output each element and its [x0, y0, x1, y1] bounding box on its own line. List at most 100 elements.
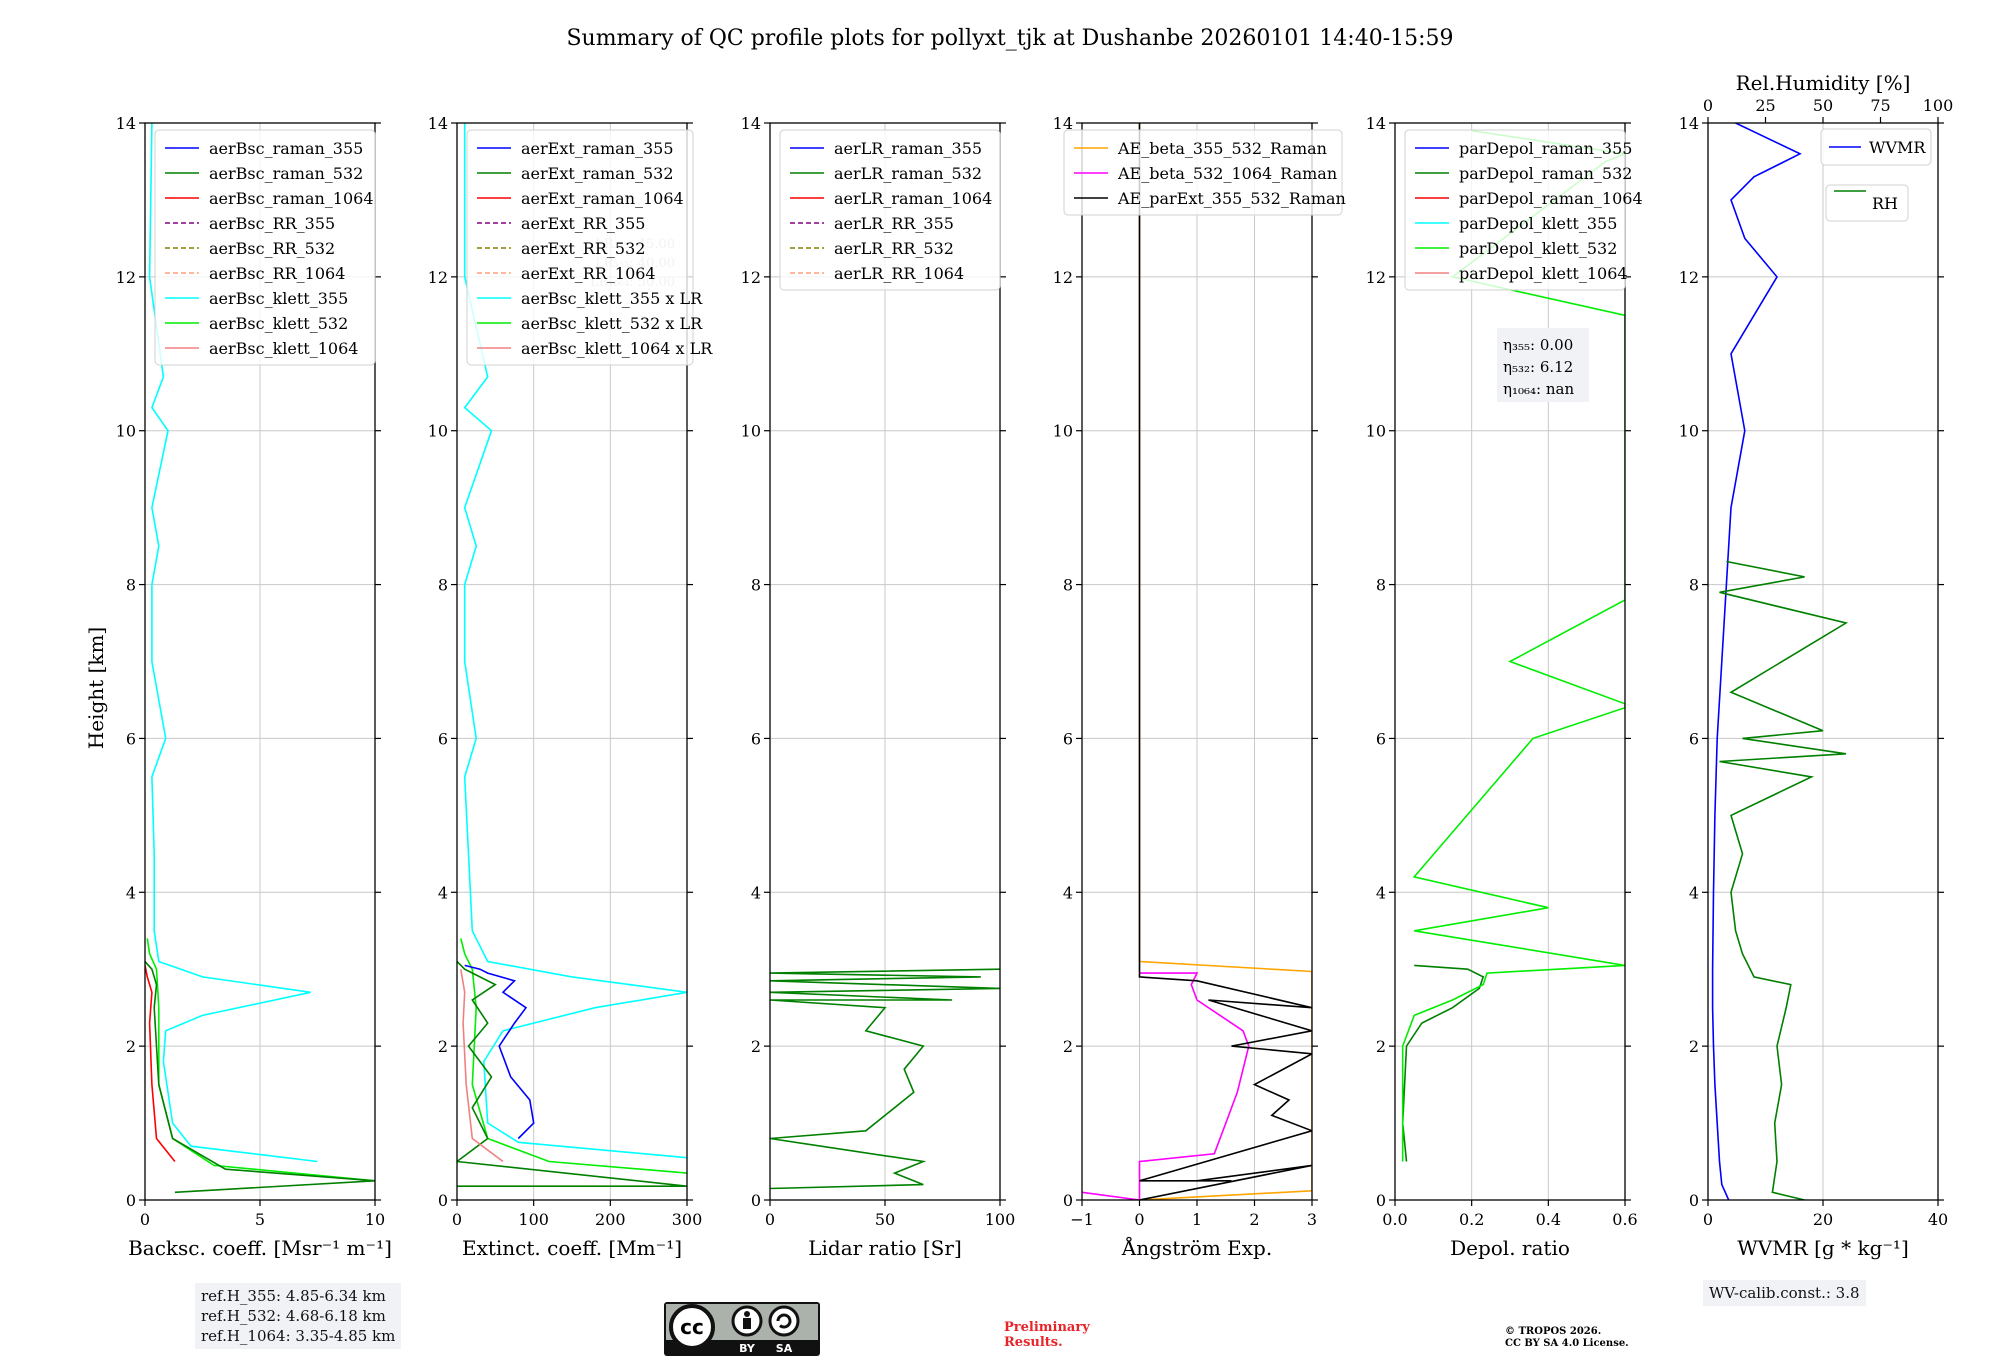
- y-tick-label: 10: [1679, 422, 1699, 441]
- x-tick-label: 200: [595, 1210, 626, 1229]
- x-tick-label: 3: [1307, 1210, 1317, 1229]
- x-tick-label: 20: [1813, 1210, 1833, 1229]
- legend-label: aerBsc_RR_355: [209, 214, 335, 233]
- series-aerBsc_klett_1064 x LR: [460, 969, 504, 1163]
- legend-label: aerExt_raman_355: [521, 139, 674, 158]
- legend: WVMR RH: [1820, 128, 1932, 222]
- x-axis-label: Ångström Exp.: [1121, 1235, 1272, 1260]
- series-group: [457, 123, 687, 1187]
- panel-depol: 0.0 0.2 0.4 0.6 0 2 4 6 8 10 12 14 Depol. ratio parDe…: [1366, 114, 1643, 1260]
- x-tick-label: 2: [1249, 1210, 1259, 1229]
- y-tick-label: 8: [438, 576, 448, 595]
- y-tick-label: 14: [116, 114, 136, 133]
- y-tick-label: 4: [1376, 883, 1386, 902]
- legend-label: aerBsc_klett_532: [209, 314, 348, 333]
- y-tick-label: 0: [751, 1191, 761, 1210]
- y-tick-label: 8: [751, 576, 761, 595]
- legend-label: parDepol_klett_1064: [1459, 264, 1628, 283]
- legend-label: RH: [1872, 194, 1898, 213]
- x-tick-label: 0.4: [1536, 1210, 1561, 1229]
- legend-label: aerBsc_klett_1064: [209, 339, 358, 358]
- by-person-body: [743, 1318, 751, 1329]
- y-tick-label: 12: [741, 268, 761, 287]
- legend-label: aerBsc_klett_1064 x LR: [521, 339, 713, 358]
- y-tick-label: 0: [1689, 1191, 1699, 1210]
- top-axis-label: Rel.Humidity [%]: [1736, 71, 1911, 95]
- legend-box: [466, 129, 694, 366]
- legend-label: aerBsc_RR_532: [209, 239, 335, 258]
- legend-box: [779, 129, 1001, 291]
- by-person-head: [744, 1311, 750, 1317]
- cc-icon: [669, 1304, 715, 1350]
- x-tick-label: 0: [1134, 1210, 1144, 1229]
- y-tick-label: 12: [1053, 268, 1073, 287]
- ref-height-532: ref.H_532: 4.68-6.18 km: [201, 1307, 386, 1325]
- series-group: [770, 968, 1000, 1190]
- top-x-tick-label: 50: [1813, 96, 1833, 115]
- legend-label: aerBsc_raman_1064: [209, 189, 374, 208]
- legend-label: aerExt_RR_532: [521, 239, 645, 258]
- eta-annotation: η₃₅₅: 0.00 η₅₃₂: 6.12 η₁₀₆₄: nan: [1497, 328, 1589, 402]
- y-tick-label: 4: [1063, 883, 1073, 902]
- y-tick-label: 12: [428, 268, 448, 287]
- y-tick-label: 10: [741, 422, 761, 441]
- cc-by-sa-badge: cc BY SA: [664, 1302, 820, 1356]
- legend-label: WVMR: [1869, 138, 1926, 157]
- y-tick-label: 8: [1376, 576, 1386, 595]
- y-tick-label: 8: [1063, 576, 1073, 595]
- y-tick-label: 6: [1376, 729, 1386, 748]
- legend-label: parDepol_klett_355: [1459, 214, 1617, 233]
- reference-height-box: ref.H_355: 4.85-6.34 km ref.H_532: 4.68-…: [195, 1283, 402, 1349]
- plot-frame: [1394, 122, 1626, 1201]
- series-AE_beta_355_532_Raman: [1138, 123, 1312, 1200]
- x-tick-label: 0.2: [1459, 1210, 1484, 1229]
- x-tick-label: 100: [985, 1210, 1016, 1229]
- legend-label: aerExt_raman_1064: [521, 189, 684, 208]
- y-tick-label: 8: [126, 576, 136, 595]
- x-tick-label: 10: [365, 1210, 385, 1229]
- x-axis-label: Depol. ratio: [1450, 1236, 1570, 1260]
- wv-calibration-box: WV-calib.const.: 3.8: [1703, 1280, 1866, 1306]
- legend-box: [1820, 128, 1932, 166]
- legend-label: aerLR_RR_532: [834, 239, 954, 258]
- by-label: BY: [739, 1342, 756, 1355]
- copyright-line-1: © TROPOS 2026.: [1505, 1326, 1602, 1337]
- top-x-tick-label: 75: [1870, 96, 1890, 115]
- y-tick-label: 14: [1679, 114, 1699, 133]
- y-tick-label: 4: [438, 883, 448, 902]
- x-tick-label: 40: [1928, 1210, 1948, 1229]
- sa-label: SA: [776, 1342, 793, 1355]
- y-tick-label: 6: [1689, 729, 1699, 748]
- y-tick-label: 0: [1063, 1191, 1073, 1210]
- legend-box: [1825, 184, 1909, 222]
- plot-frame: [456, 122, 688, 1201]
- y-tick-label: 6: [751, 729, 761, 748]
- series-aerBsc_klett_355: [148, 123, 318, 1163]
- series-aerBsc_klett_532: [146, 938, 375, 1182]
- x-tick-label: 5: [255, 1210, 265, 1229]
- legend-label: AE_beta_532_1064_Raman: [1117, 164, 1337, 183]
- legend-label: aerBsc_klett_355 x LR: [521, 289, 703, 308]
- figure-title: Summary of QC profile plots for pollyxt_…: [566, 26, 1453, 51]
- top-x-tick-label: 100: [1923, 96, 1954, 115]
- sa-share-icon: [768, 1305, 800, 1337]
- x-tick-label: 0: [452, 1210, 462, 1229]
- y-tick-label: 6: [1063, 729, 1073, 748]
- x-tick-label: 1: [1192, 1210, 1202, 1229]
- legend-label: aerBsc_klett_355: [209, 289, 348, 308]
- x-tick-label: 0.6: [1612, 1210, 1637, 1229]
- top-x-tick-label: 0: [1703, 96, 1713, 115]
- legend-label: AE_parExt_355_532_Raman: [1117, 189, 1346, 208]
- y-tick-label: 14: [1366, 114, 1386, 133]
- legend-label: aerLR_RR_1064: [834, 264, 964, 283]
- legend-label: parDepol_raman_1064: [1459, 189, 1643, 208]
- y-tick-label: 10: [1053, 422, 1073, 441]
- y-tick-label: 2: [751, 1037, 761, 1056]
- x-tick-label: 0: [1703, 1210, 1713, 1229]
- panel-ext: 0 100 200 300 0 2 4 6 8 10 12 14 Extinct. coeff. [Mm…: [428, 114, 714, 1260]
- x-tick-label: 100: [518, 1210, 549, 1229]
- top-x-tick-label: 25: [1755, 96, 1775, 115]
- legend-label: aerLR_RR_355: [834, 214, 954, 233]
